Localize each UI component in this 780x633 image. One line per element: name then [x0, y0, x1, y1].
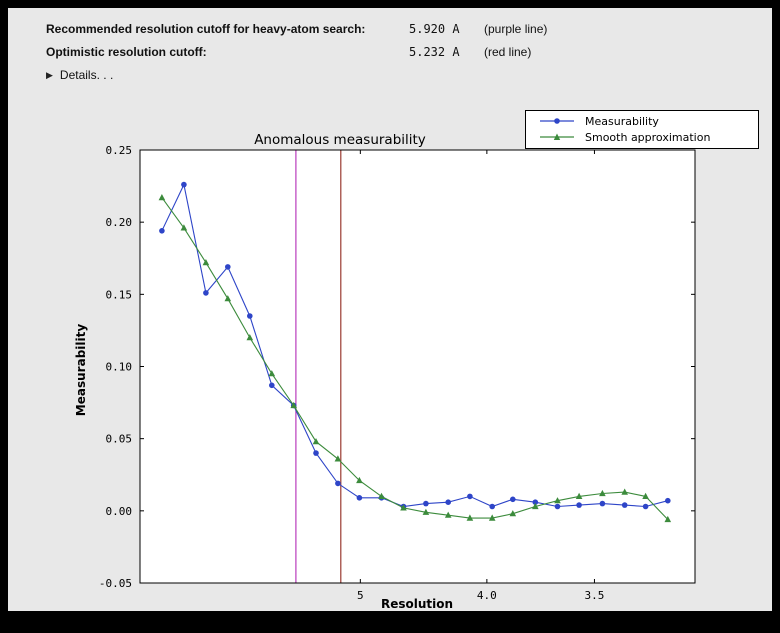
svg-text:0.20: 0.20 — [106, 216, 133, 229]
recommended-cutoff-note: (purple line) — [484, 22, 548, 36]
optimistic-cutoff-value: 5.232 A — [409, 45, 460, 59]
svg-text:0.15: 0.15 — [106, 288, 133, 301]
chart-legend: Measurability Smooth approximation — [525, 110, 759, 149]
optimistic-cutoff-label: Optimistic resolution cutoff: — [46, 45, 207, 59]
y-axis-label: Measurability — [74, 324, 88, 417]
svg-text:5: 5 — [357, 589, 364, 602]
recommended-cutoff-label: Recommended resolution cutoff for heavy-… — [46, 22, 366, 36]
chart-title: Anomalous measurability — [254, 132, 426, 148]
legend-label-measurability: Measurability — [585, 114, 659, 128]
disclosure-triangle-icon: ▶ — [46, 70, 53, 80]
xtriage-results-panel: Recommended resolution cutoff for heavy-… — [8, 8, 772, 611]
svg-text:3.5: 3.5 — [585, 589, 605, 602]
legend-entry-smooth-approximation: Smooth approximation — [526, 129, 758, 145]
svg-text:0.25: 0.25 — [106, 144, 133, 157]
details-disclosure[interactable]: ▶ Details. . . — [46, 67, 113, 83]
legend-triangle-sample-icon — [540, 133, 574, 140]
x-axis-label: Resolution — [381, 597, 453, 611]
details-label: Details. . . — [59, 68, 114, 82]
optimistic-cutoff-row: Optimistic resolution cutoff: 5.232 A (r… — [46, 44, 766, 60]
svg-text:4.0: 4.0 — [477, 589, 497, 602]
recommended-cutoff-value: 5.920 A — [409, 22, 460, 36]
legend-line-sample-icon — [540, 118, 574, 124]
svg-text:0.10: 0.10 — [106, 361, 133, 374]
recommended-cutoff-row: Recommended resolution cutoff for heavy-… — [46, 21, 766, 37]
optimistic-cutoff-note: (red line) — [484, 45, 532, 59]
svg-text:0.00: 0.00 — [106, 505, 133, 518]
svg-text:-0.05: -0.05 — [99, 577, 132, 590]
svg-text:0.05: 0.05 — [106, 433, 133, 446]
legend-entry-measurability: Measurability — [526, 113, 758, 129]
anomalous-measurability-chart: Anomalous measurability Resolution Measu… — [74, 132, 696, 611]
legend-label-smooth-approximation: Smooth approximation — [585, 130, 711, 144]
